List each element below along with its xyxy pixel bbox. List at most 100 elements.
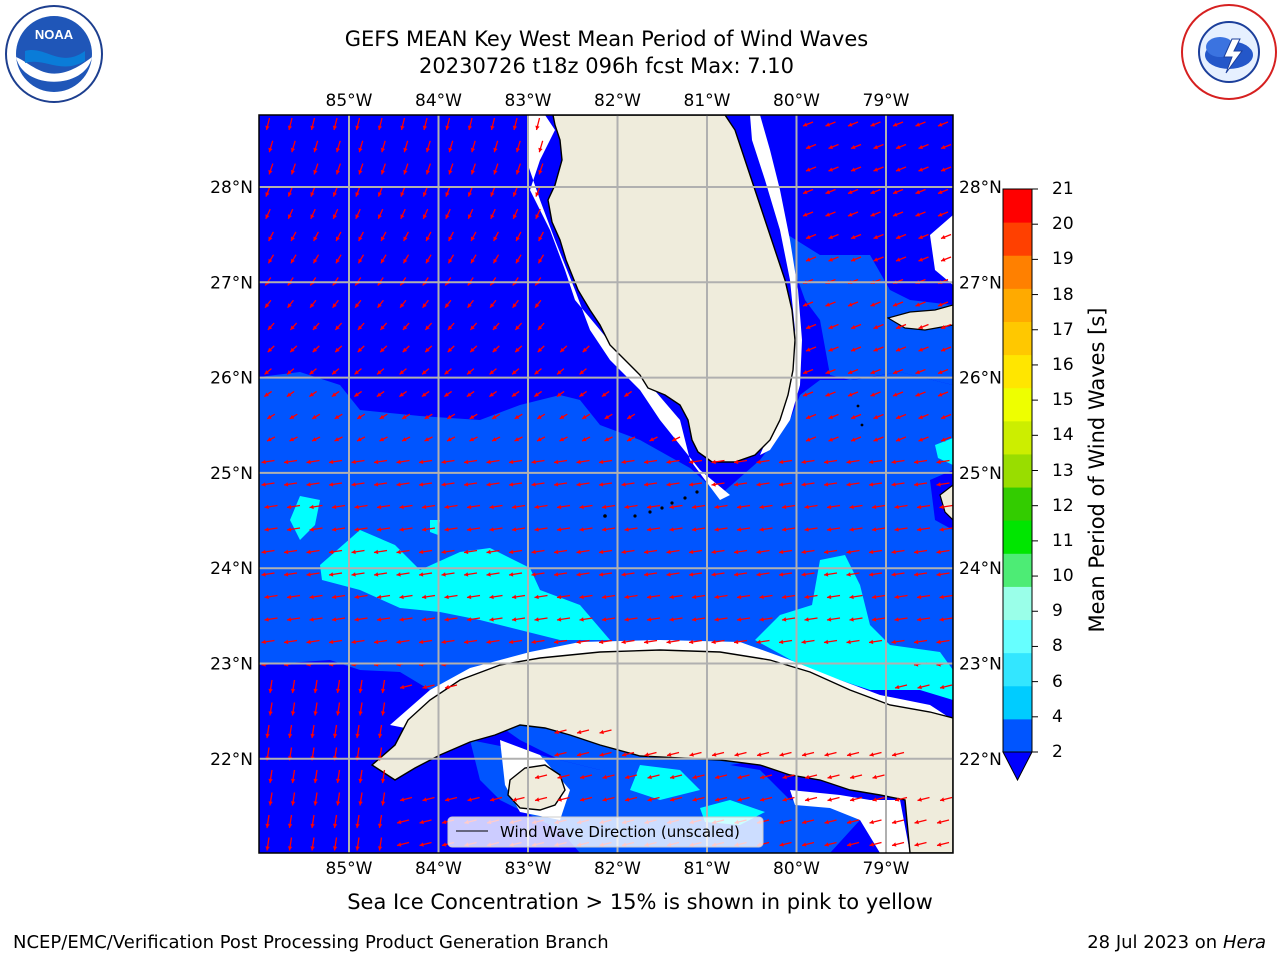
wave-arrow-head xyxy=(851,414,856,420)
wave-arrow-head xyxy=(264,527,269,532)
wave-arrow-head xyxy=(448,258,453,264)
wave-arrow-head xyxy=(805,797,810,802)
wave-arrow-head xyxy=(625,797,630,802)
wave-arrow-head xyxy=(621,482,626,487)
lon-label-bottom: 81°W xyxy=(684,859,731,879)
wave-arrow-head xyxy=(602,797,607,802)
wave-arrow-head xyxy=(666,572,671,577)
lat-label-left: 28°N xyxy=(210,178,253,198)
wave-arrow-head xyxy=(402,437,407,442)
wave-arrow-head xyxy=(827,774,832,780)
wave-arrow-head xyxy=(599,752,604,757)
colorbar-segment xyxy=(1003,619,1032,654)
bahamas-land xyxy=(886,304,953,331)
wave-arrow-head xyxy=(358,236,363,242)
wave-arrow-head xyxy=(351,639,356,645)
wave-arrow-head xyxy=(422,125,428,130)
wave-arrow-head xyxy=(851,324,856,330)
wave-arrow-head xyxy=(711,482,716,487)
wave-arrow-head xyxy=(442,819,447,825)
wave-arrow-head xyxy=(869,459,874,465)
wave-arrow-head xyxy=(576,572,581,577)
wave-arrow-head xyxy=(261,572,266,577)
wave-arrow-head xyxy=(332,617,337,622)
wave-arrow-head xyxy=(737,797,742,802)
wave-arrow-head xyxy=(851,167,856,172)
wave-arrow-head xyxy=(873,167,879,172)
wave-arrow-head xyxy=(891,572,896,577)
lat-label-left: 25°N xyxy=(210,464,253,484)
wave-arrow-head xyxy=(268,236,273,242)
wave-arrow-head xyxy=(313,147,318,153)
wave-arrow-head xyxy=(509,572,514,577)
wave-arrow-head xyxy=(354,370,360,375)
wave-arrow-head xyxy=(447,325,453,330)
lat-label-right: 28°N xyxy=(959,178,1002,198)
wave-arrow-head xyxy=(779,482,784,487)
wave-arrow-head xyxy=(268,778,273,783)
wave-arrow-head xyxy=(917,504,922,510)
wave-arrow-head xyxy=(261,459,266,465)
colorbar xyxy=(1002,188,1038,782)
no-data-cuba-s2 xyxy=(790,790,910,853)
wave-arrow-head xyxy=(914,482,919,487)
wave-arrow-head xyxy=(779,549,784,555)
wave-arrow-head xyxy=(939,504,944,510)
wave-arrow-head xyxy=(380,688,386,693)
no-data-east-gap xyxy=(930,215,953,285)
wave-arrow-head xyxy=(309,527,314,532)
wave-arrow-head xyxy=(892,819,897,825)
colorbar-tick-label: 15 xyxy=(1052,390,1074,411)
wave-arrow-head xyxy=(689,459,694,465)
wave-arrow-head xyxy=(486,639,491,645)
lat-label-left: 24°N xyxy=(210,559,253,579)
wave-arrow-head xyxy=(849,594,854,600)
wave-arrow-head xyxy=(445,125,450,130)
wave-arrow-head xyxy=(579,504,584,510)
wave-arrow-head xyxy=(287,214,292,219)
wave-arrow-head xyxy=(779,819,784,825)
wave-arrow-head xyxy=(515,325,520,330)
colorbar-tick-label: 9 xyxy=(1052,601,1063,622)
wave-arrow-head xyxy=(894,527,899,532)
wave-arrow-head xyxy=(669,594,674,600)
wave-arrow-head xyxy=(869,549,874,555)
wave-arrow-head xyxy=(803,212,808,217)
lon-label-top: 85°W xyxy=(326,91,373,111)
wave-arrow-head xyxy=(309,617,314,622)
wave-arrow-head xyxy=(556,392,562,397)
wave-arrow-head xyxy=(711,459,716,465)
map-subtitle: 20230726 t18z 096h fcst Max: 7.10 xyxy=(419,54,794,78)
wave-arrow-head xyxy=(444,370,450,375)
wave-arrow-head xyxy=(332,192,337,197)
wave-arrow-head xyxy=(915,369,921,375)
wave-arrow-head xyxy=(779,639,784,645)
wave-arrow-head xyxy=(268,801,273,806)
wave-arrow-head xyxy=(426,236,430,242)
wave-arrow-head xyxy=(915,392,921,397)
wave-arrow-head xyxy=(806,167,811,172)
wave-arrow-head xyxy=(490,303,495,308)
lat-label-right: 25°N xyxy=(959,464,1002,484)
wave-arrow-head xyxy=(380,801,386,806)
wave-arrow-head xyxy=(354,617,359,622)
wave-arrow-head xyxy=(918,437,924,442)
wave-arrow-head xyxy=(644,459,649,465)
wave-arrow-head xyxy=(824,819,829,825)
lat-label-right: 26°N xyxy=(959,369,1002,389)
lon-label-top: 83°W xyxy=(505,91,552,111)
wave-arrow-head xyxy=(560,347,565,353)
colorbar-segment xyxy=(1003,453,1032,488)
wave-arrow-head xyxy=(377,125,383,130)
wave-arrow-head xyxy=(714,617,719,622)
wave-arrow-head xyxy=(577,729,582,735)
wave-arrow-head xyxy=(827,594,832,600)
map-frame xyxy=(258,114,954,854)
wave-arrow-head xyxy=(467,594,472,600)
wave-arrow-head xyxy=(306,639,311,645)
wave-arrow-head xyxy=(335,169,341,175)
wave-arrow-head xyxy=(873,414,879,420)
wave-arrow-head xyxy=(261,639,266,645)
wave-arrow-head xyxy=(824,549,829,555)
wave-arrow-head xyxy=(873,347,879,352)
